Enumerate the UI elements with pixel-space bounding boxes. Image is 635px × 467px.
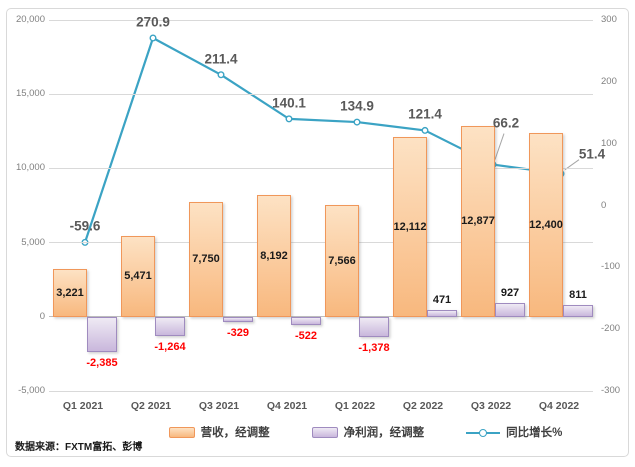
revenue-value-label: 8,192 <box>260 250 288 262</box>
category-label: Q2 2021 <box>130 400 172 412</box>
revenue-value-label: 12,400 <box>529 218 563 231</box>
legend: 营收，经调整 净利润，经调整 同比增长% <box>7 424 628 440</box>
right-axis-tick: 0 <box>601 199 607 211</box>
bar-revenue <box>53 269 87 317</box>
net-income-swatch-icon <box>311 426 338 438</box>
net-income-value-label: -522 <box>294 329 318 342</box>
left-axis-tick: 10,000 <box>15 162 45 174</box>
revenue-value-label: 12,112 <box>393 220 427 233</box>
legend-label-net-income: 净利润，经调整 <box>343 427 425 439</box>
chart-frame: 3,221 5,471 7,750 8,192 7,566 12,112 12,877 12,… <box>6 8 629 457</box>
growth-value-label: 51.4 <box>578 146 606 162</box>
bar-revenue <box>529 132 563 317</box>
bar-revenue <box>121 235 155 317</box>
growth-value-label: 121.4 <box>408 106 442 122</box>
bar-revenue <box>461 125 495 317</box>
growth-value-label: 140.1 <box>272 95 306 111</box>
growth-line-marker <box>217 71 225 79</box>
net-income-value-label: -1,378 <box>358 342 390 355</box>
bar-net-income <box>563 304 593 317</box>
left-axis-tick: 20,000 <box>15 14 45 25</box>
growth-value-label: 270.9 <box>136 14 170 30</box>
growth-line-swatch-icon <box>466 427 501 438</box>
gridline <box>49 19 593 21</box>
growth-line-marker <box>421 126 429 134</box>
category-label: Q4 2021 <box>266 400 308 412</box>
bar-net-income <box>495 303 525 317</box>
category-label: Q3 2021 <box>198 400 240 412</box>
right-axis-tick: -300 <box>601 385 621 396</box>
legend-label-growth: 同比增长% <box>506 427 563 439</box>
growth-line-svg <box>81 34 580 246</box>
category-label: Q1 2022 <box>334 400 376 412</box>
net-income-value-label: -1,264 <box>154 340 186 353</box>
category-label: Q2 2022 <box>402 400 444 412</box>
right-axis-tick: 100 <box>601 137 617 149</box>
growth-line-marker <box>285 115 293 123</box>
right-axis-tick: -100 <box>601 261 621 273</box>
growth-line-marker <box>353 118 361 126</box>
gridline <box>49 167 593 169</box>
category-label: Q3 2022 <box>470 400 512 412</box>
revenue-value-label: 5,471 <box>124 270 152 283</box>
left-axis-tick: -5,000 <box>18 385 45 396</box>
gridline <box>49 242 593 244</box>
left-axis-tick: 0 <box>39 310 45 322</box>
net-income-value-label: -2,385 <box>86 357 118 370</box>
growth-line-marker <box>149 34 157 42</box>
bar-net-income <box>87 316 117 353</box>
net-income-value-label: 811 <box>569 288 587 301</box>
bar-revenue <box>393 137 427 317</box>
bar-net-income <box>427 309 457 317</box>
category-label: Q4 2022 <box>538 400 580 412</box>
revenue-swatch-icon <box>168 426 195 438</box>
net-income-value-label: 471 <box>432 293 452 306</box>
revenue-value-label: 7,750 <box>192 253 220 266</box>
bar-revenue <box>257 195 291 317</box>
source-note: 数据来源：FXTM富拓、彭博 <box>15 442 143 453</box>
revenue-value-label: 12,877 <box>461 215 495 228</box>
category-label: Q1 2021 <box>62 400 104 412</box>
right-axis-tick: 300 <box>601 14 617 25</box>
net-income-value-label: 927 <box>500 287 520 300</box>
legend-item-net-income: 净利润，经调整 <box>311 424 425 440</box>
growth-value-label: 66.2 <box>492 115 520 131</box>
legend-label-revenue: 营收，经调整 <box>200 427 270 439</box>
revenue-value-label: 7,566 <box>328 254 356 267</box>
zero-axis-line <box>49 316 593 318</box>
right-axis-tick: 200 <box>601 75 617 87</box>
legend-item-growth: 同比增长% <box>466 424 562 440</box>
growth-value-label: 211.4 <box>204 51 238 67</box>
bar-net-income <box>223 316 253 322</box>
bar-net-income <box>155 316 185 336</box>
plot-area: 3,221 5,471 7,750 8,192 7,566 12,112 12,877 12,… <box>49 14 605 392</box>
right-axis-tick: -200 <box>601 323 621 335</box>
bar-net-income <box>291 316 321 325</box>
gridline <box>49 390 593 392</box>
legend-item-revenue: 营收，经调整 <box>168 424 270 440</box>
revenue-value-label: 3,221 <box>56 286 84 299</box>
bar-net-income <box>359 316 389 338</box>
gridline <box>49 93 593 95</box>
growth-value-label: -59.6 <box>69 218 101 234</box>
bar-revenue <box>189 201 223 317</box>
label-leader-line <box>494 133 505 160</box>
bar-revenue <box>325 204 359 317</box>
growth-value-label: 134.9 <box>340 98 374 114</box>
left-axis-tick: 15,000 <box>15 88 45 100</box>
net-income-value-label: -329 <box>226 326 250 339</box>
left-axis-tick: 5,000 <box>21 236 45 248</box>
